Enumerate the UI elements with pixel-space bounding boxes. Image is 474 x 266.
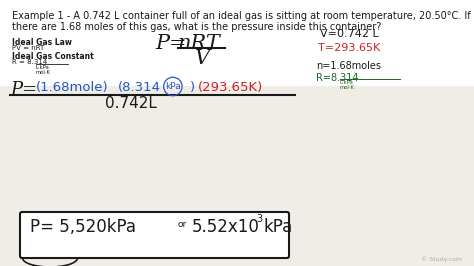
Text: mol·K: mol·K: [36, 70, 51, 75]
Text: T=293.65K: T=293.65K: [318, 43, 380, 53]
Bar: [0, 86, 474, 266]
Text: Ideal Gas Law: Ideal Gas Law: [12, 38, 72, 47]
Text: PV = nRT: PV = nRT: [12, 45, 44, 51]
Text: Example 1 - A 0.742 L container full of an ideal gas is sitting at room temperat: Example 1 - A 0.742 L container full of …: [12, 11, 471, 21]
Text: (8.314: (8.314: [118, 81, 161, 94]
Text: or: or: [178, 220, 187, 229]
Text: kPa: kPa: [165, 82, 181, 91]
FancyBboxPatch shape: [20, 212, 289, 258]
Text: (293.65K): (293.65K): [198, 81, 263, 94]
Text: n=1.68moles: n=1.68moles: [316, 61, 381, 71]
Text: V=0.742 L: V=0.742 L: [320, 29, 379, 39]
Text: ): ): [190, 81, 195, 94]
Text: mol·K: mol·K: [340, 85, 355, 90]
Text: R=8.314: R=8.314: [316, 73, 358, 83]
Text: P= 5,520kPa: P= 5,520kPa: [30, 218, 136, 236]
Text: L·kPa: L·kPa: [36, 65, 50, 70]
Text: 3: 3: [256, 214, 262, 224]
Text: L·kPa: L·kPa: [340, 80, 354, 85]
Text: (1.68mole): (1.68mole): [36, 81, 109, 94]
Text: 5.52x10: 5.52x10: [192, 218, 260, 236]
Text: V: V: [195, 49, 210, 68]
Text: R = 8.314: R = 8.314: [12, 59, 47, 65]
Text: 0.742L: 0.742L: [105, 96, 157, 111]
Text: P=: P=: [155, 34, 186, 53]
Text: © Study.com: © Study.com: [421, 256, 462, 262]
Text: there are 1.68 moles of this gas, what is the pressure inside this container?: there are 1.68 moles of this gas, what i…: [12, 22, 382, 32]
Bar: [0, 0, 474, 86]
Text: kPa: kPa: [264, 218, 293, 236]
Text: P=: P=: [10, 81, 37, 99]
Text: Ideal Gas Constant: Ideal Gas Constant: [12, 52, 94, 61]
Text: nRT: nRT: [178, 34, 221, 53]
